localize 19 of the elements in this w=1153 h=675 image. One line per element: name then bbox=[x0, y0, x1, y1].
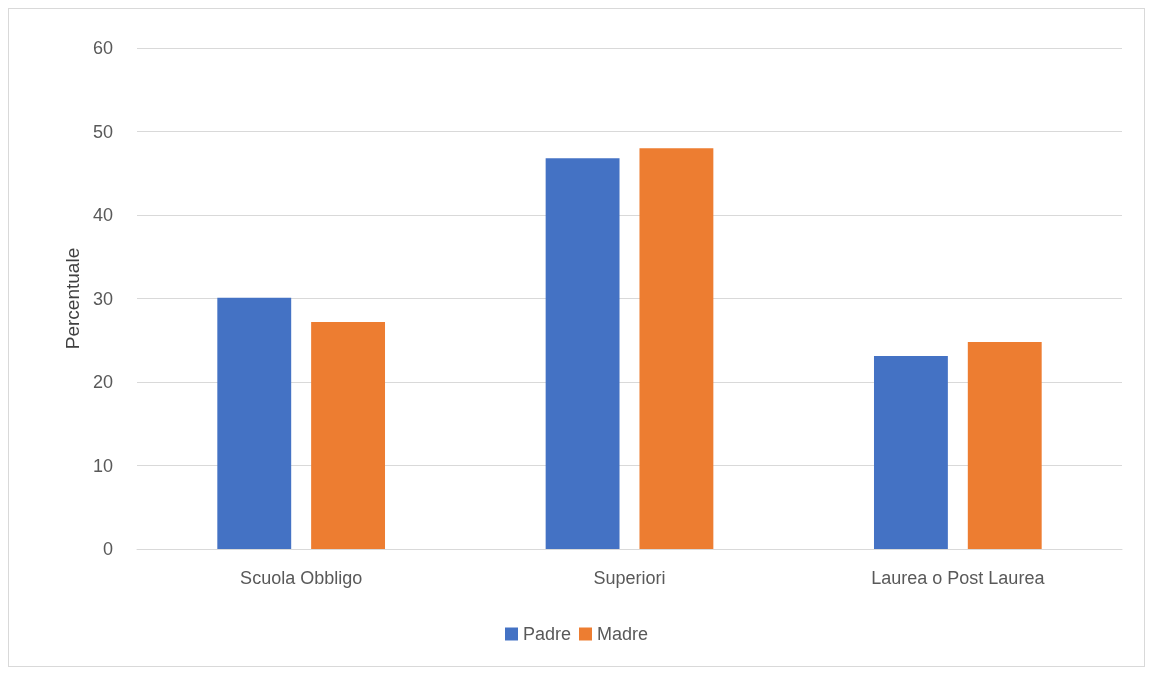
x-tick-label: Scuola Obbligo bbox=[240, 568, 363, 588]
x-tick-label: Laurea o Post Laurea bbox=[871, 568, 1046, 588]
bar bbox=[311, 321, 386, 549]
legend-label: Padre bbox=[522, 624, 572, 644]
bar bbox=[873, 356, 948, 549]
y-tick-label: 0 bbox=[102, 539, 113, 559]
legend-label: Madre bbox=[597, 624, 649, 644]
y-tick-label: 40 bbox=[92, 205, 113, 225]
bar bbox=[639, 148, 714, 549]
y-axis-title: Percentuale bbox=[62, 247, 83, 350]
bar bbox=[967, 341, 1042, 549]
y-tick-label: 10 bbox=[92, 455, 113, 476]
bar bbox=[217, 297, 292, 549]
y-tick-label: 50 bbox=[92, 121, 113, 142]
bar bbox=[545, 158, 620, 549]
y-tick-label: 30 bbox=[92, 288, 113, 309]
x-tick-label: Superiori bbox=[593, 568, 666, 588]
y-tick-label: 20 bbox=[92, 372, 113, 392]
y-tick-label: 60 bbox=[92, 38, 113, 58]
